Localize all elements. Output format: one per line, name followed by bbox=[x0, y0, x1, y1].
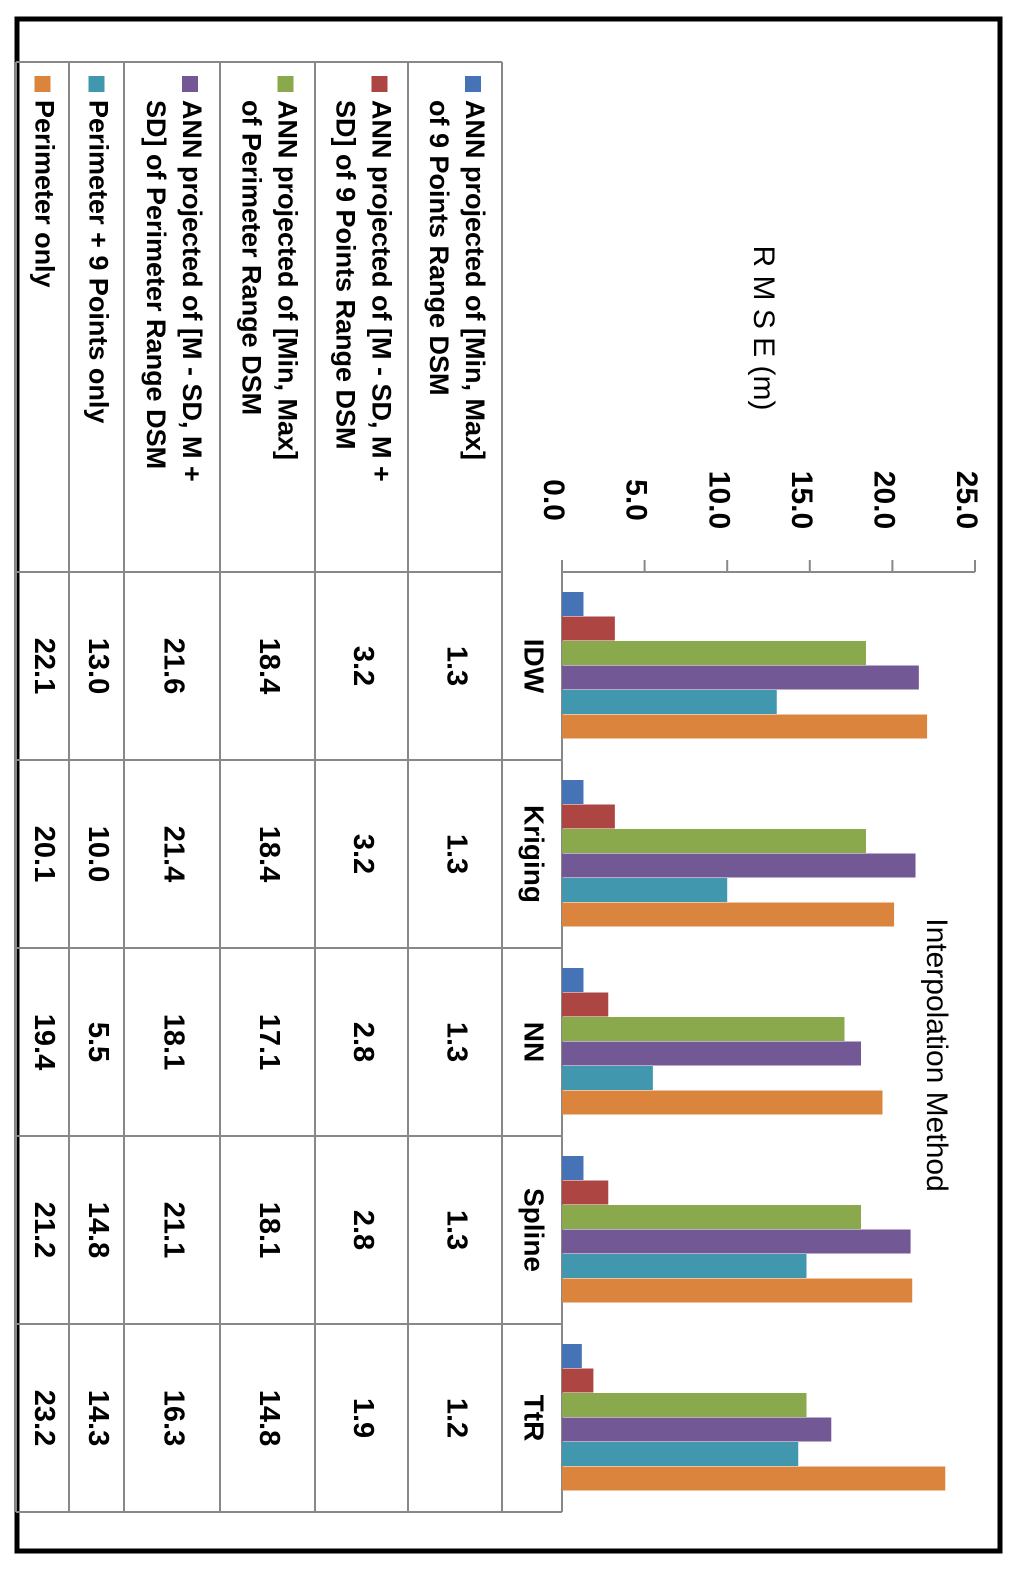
bar-ttr-series-4 bbox=[562, 1417, 832, 1442]
bar-ttr-series-6 bbox=[562, 1466, 946, 1491]
table-cell-value: 14.3 bbox=[82, 1390, 114, 1446]
table-cell-value: 2.8 bbox=[347, 1022, 379, 1062]
legend-swatch-series-1 bbox=[465, 76, 481, 92]
bar-kriging-series-4 bbox=[562, 853, 916, 878]
table-cell-value: 1.3 bbox=[440, 1022, 472, 1062]
bar-spline-series-5 bbox=[562, 1254, 807, 1278]
table-cell-value: 21.6 bbox=[157, 638, 189, 694]
bar-kriging-series-5 bbox=[562, 878, 728, 902]
category-label: Kriging bbox=[519, 805, 550, 903]
table-cell-value: 13.0 bbox=[82, 638, 114, 694]
table-cell-value: 1.3 bbox=[440, 646, 472, 686]
legend-swatch-series-5 bbox=[88, 76, 105, 92]
category-label: NN bbox=[519, 1022, 550, 1062]
category-label: Spline bbox=[519, 1188, 550, 1272]
bar-idw-series-4 bbox=[562, 665, 919, 690]
value-tick-label: 20.0 bbox=[867, 471, 900, 529]
table-cell-value: 21.2 bbox=[28, 1202, 60, 1258]
bar-ttr-series-5 bbox=[562, 1442, 799, 1466]
legend-swatch-series-3 bbox=[277, 76, 294, 92]
legend-label-series-3: ANN projected of [Min, Max] bbox=[272, 100, 302, 460]
bar-kriging-series-3 bbox=[562, 829, 866, 853]
bar-nn-series-3 bbox=[562, 1017, 845, 1041]
table-cell-value: 16.3 bbox=[157, 1390, 189, 1446]
legend-label-series-1: of 9 Points Range DSM bbox=[424, 100, 454, 396]
table-cell-value: 20.1 bbox=[28, 826, 60, 882]
table-cell-value: 19.4 bbox=[28, 1014, 60, 1070]
table-cell-value: 1.9 bbox=[347, 1398, 379, 1438]
bar-idw-series-3 bbox=[562, 641, 866, 665]
value-tick-label: 15.0 bbox=[785, 471, 818, 529]
bar-nn-series-4 bbox=[562, 1041, 862, 1066]
bar-kriging-series-6 bbox=[562, 902, 895, 927]
bar-nn-series-6 bbox=[562, 1090, 883, 1115]
table-cell-value: 1.2 bbox=[440, 1398, 472, 1438]
table-cell-value: 1.3 bbox=[440, 1210, 472, 1250]
legend-label-series-2: SD] of 9 Points Range DSM bbox=[330, 100, 360, 450]
table-cell-value: 10.0 bbox=[82, 826, 114, 882]
table-cell-value: 3.2 bbox=[347, 646, 379, 686]
table-cell-value: 14.8 bbox=[82, 1202, 114, 1258]
table-cell-value: 17.1 bbox=[253, 1014, 285, 1070]
bar-nn-series-2 bbox=[562, 992, 609, 1017]
table-cell-value: 21.4 bbox=[157, 826, 189, 882]
legend-label-series-6: Perimeter only bbox=[29, 100, 59, 288]
category-label: IDW bbox=[519, 639, 550, 694]
bar-idw-series-6 bbox=[562, 714, 928, 739]
value-tick-label: 5.0 bbox=[620, 479, 653, 521]
table-cell-value: 5.5 bbox=[82, 1022, 114, 1062]
table-cell-value: 18.1 bbox=[157, 1014, 189, 1070]
bar-spline-series-3 bbox=[562, 1205, 862, 1229]
table-cell-value: 21.1 bbox=[157, 1202, 189, 1258]
bar-spline-series-2 bbox=[562, 1180, 609, 1205]
bar-nn-series-1 bbox=[562, 968, 584, 992]
bar-kriging-series-2 bbox=[562, 804, 615, 829]
category-axis-title: Interpolation Method bbox=[920, 918, 953, 1192]
bar-spline-series-6 bbox=[562, 1278, 913, 1303]
bar-idw-series-5 bbox=[562, 690, 777, 714]
bar-kriging-series-1 bbox=[562, 780, 584, 804]
value-tick-label: 0.0 bbox=[537, 479, 570, 521]
table-cell-value: 18.1 bbox=[253, 1202, 285, 1258]
legend-label-series-2: ANN projected of [M - SD, M + bbox=[366, 100, 396, 482]
table-cell-value: 18.4 bbox=[253, 638, 285, 694]
bar-spline-series-1 bbox=[562, 1156, 584, 1180]
table-cell-value: 14.8 bbox=[253, 1390, 285, 1446]
legend-label-series-4: ANN projected of [M - SD, M + bbox=[177, 100, 207, 482]
value-axis-title: R M S E (m) bbox=[747, 246, 780, 411]
legend-swatch-series-4 bbox=[182, 76, 198, 92]
bar-nn-series-5 bbox=[562, 1066, 653, 1090]
table-cell-value: 3.2 bbox=[347, 834, 379, 874]
legend-swatch-series-2 bbox=[371, 76, 388, 92]
category-label: TtR bbox=[519, 1395, 550, 1442]
bar-idw-series-1 bbox=[562, 592, 584, 616]
table-cell-value: 1.3 bbox=[440, 834, 472, 874]
value-tick-label: 10.0 bbox=[702, 471, 735, 529]
bar-idw-series-2 bbox=[562, 616, 615, 641]
bar-ttr-series-3 bbox=[562, 1393, 807, 1417]
legend-label-series-1: ANN projected of [Min, Max] bbox=[460, 100, 490, 460]
bar-spline-series-4 bbox=[562, 1229, 911, 1254]
legend-label-series-5: Perimeter + 9 Points only bbox=[83, 100, 113, 423]
legend-label-series-3: of Perimeter Range DSM bbox=[236, 100, 266, 415]
table-cell-value: 23.2 bbox=[28, 1390, 60, 1446]
chart-plot: 0.0 5.0 10.0 15.0 20.0 25.0 R M S E (m) Interpo… bbox=[15, 61, 983, 1513]
table-cell-value: 2.8 bbox=[347, 1210, 379, 1250]
value-tick-label: 25.0 bbox=[950, 471, 983, 529]
bar-ttr-series-1 bbox=[562, 1344, 582, 1368]
bar-ttr-series-2 bbox=[562, 1368, 594, 1393]
table-cell-value: 18.4 bbox=[253, 826, 285, 882]
legend-label-series-4: SD] of Perimeter Range DSM bbox=[141, 100, 171, 469]
legend-swatch-series-6 bbox=[34, 76, 51, 92]
table-cell-value: 22.1 bbox=[28, 638, 60, 694]
